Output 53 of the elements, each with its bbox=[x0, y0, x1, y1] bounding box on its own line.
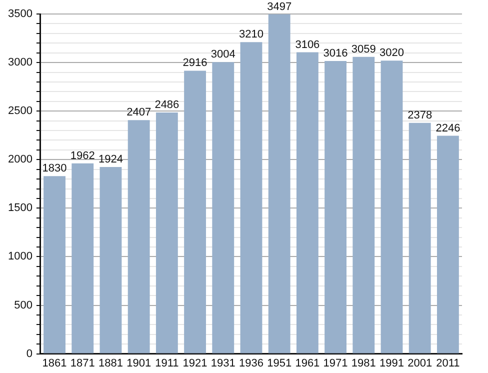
y-tick-label: 1500 bbox=[8, 202, 32, 214]
bar bbox=[408, 122, 431, 354]
x-tick-label: 1911 bbox=[155, 357, 179, 370]
data-label: 3020 bbox=[380, 47, 404, 60]
bar bbox=[128, 120, 150, 354]
y-tick-label: 1000 bbox=[8, 250, 32, 263]
data-label: 3497 bbox=[267, 0, 292, 13]
bar bbox=[184, 70, 206, 354]
data-label: 2246 bbox=[436, 122, 460, 134]
x-tick-label: 1871 bbox=[70, 357, 95, 370]
data-label: 2916 bbox=[182, 57, 208, 70]
bar bbox=[268, 14, 290, 354]
x-tick-label: 1951 bbox=[267, 357, 292, 370]
y-tick-label: 3500 bbox=[8, 8, 32, 20]
bar bbox=[380, 60, 403, 354]
bar bbox=[212, 62, 234, 354]
data-label: 2378 bbox=[408, 109, 432, 122]
data-label: 2486 bbox=[154, 98, 180, 111]
x-tick-label: 1921 bbox=[182, 357, 208, 370]
x-tick-label: 1931 bbox=[210, 357, 236, 370]
data-label: 1962 bbox=[70, 150, 95, 162]
data-label: 1924 bbox=[98, 154, 123, 166]
y-tick-label: 500 bbox=[14, 299, 32, 312]
x-tick-label: 2001 bbox=[408, 357, 432, 370]
bar bbox=[436, 136, 459, 354]
data-label: 2407 bbox=[126, 106, 152, 119]
bar bbox=[100, 167, 122, 354]
x-tick-label: 1901 bbox=[126, 357, 152, 370]
x-tick-label: 1936 bbox=[238, 357, 264, 370]
y-tick-label: 2500 bbox=[8, 105, 32, 118]
data-label: 1830 bbox=[42, 162, 67, 175]
data-label: 3210 bbox=[238, 28, 264, 41]
y-tick-label: 0 bbox=[26, 348, 32, 360]
data-label: 3004 bbox=[210, 48, 236, 61]
data-label: 3059 bbox=[351, 43, 376, 56]
x-tick-label: 1971 bbox=[323, 357, 348, 370]
bar bbox=[72, 163, 94, 354]
data-label: 3106 bbox=[295, 38, 320, 51]
x-tick-label: 2011 bbox=[436, 357, 460, 370]
x-tick-label: 1961 bbox=[295, 357, 320, 370]
bar bbox=[296, 52, 318, 354]
bar bbox=[44, 176, 66, 354]
y-tick-label: 2000 bbox=[8, 154, 32, 166]
y-tick-label: 3000 bbox=[8, 56, 32, 69]
bar bbox=[324, 60, 346, 354]
bar bbox=[240, 42, 262, 354]
x-tick-label: 1991 bbox=[380, 357, 404, 370]
bar bbox=[352, 56, 375, 354]
x-tick-label: 1881 bbox=[98, 357, 123, 370]
data-label: 3016 bbox=[323, 48, 348, 60]
x-tick-label: 1981 bbox=[351, 357, 376, 370]
bar bbox=[156, 112, 178, 354]
x-tick-label: 1861 bbox=[42, 357, 67, 370]
